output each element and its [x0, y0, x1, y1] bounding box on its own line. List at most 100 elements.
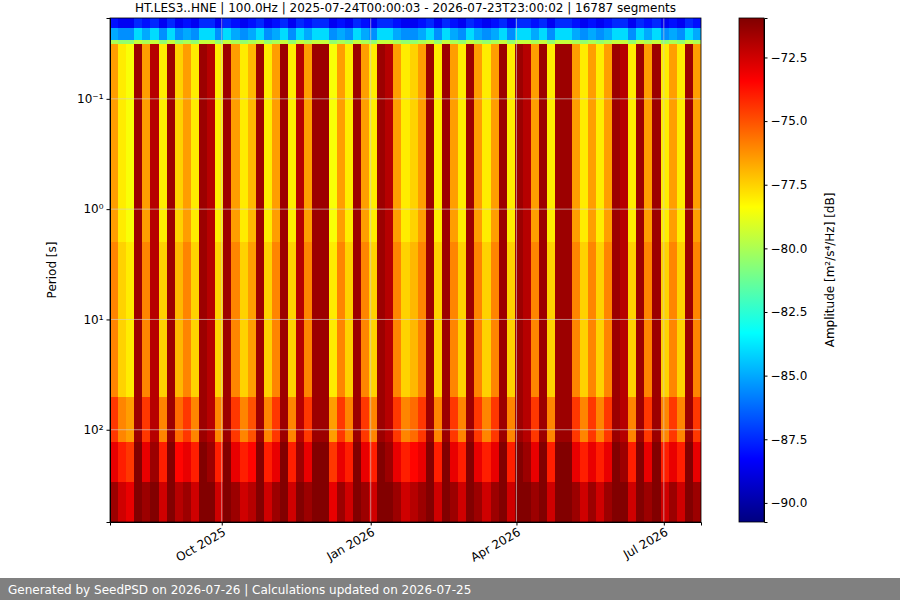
cell [272, 397, 281, 443]
cell [563, 40, 572, 45]
cell [256, 44, 265, 243]
cell [312, 442, 321, 483]
cell [588, 482, 597, 522]
cell [474, 18, 483, 29]
cell [256, 397, 265, 443]
cell [636, 442, 645, 483]
cell [272, 442, 281, 483]
cell [312, 482, 321, 522]
cell [361, 482, 370, 522]
cell [458, 40, 467, 45]
cell [507, 18, 516, 29]
cell [531, 44, 540, 243]
cell [223, 40, 232, 45]
grid-line-y [110, 429, 701, 430]
cell [539, 397, 548, 443]
cell [385, 28, 394, 40]
cell [207, 397, 216, 443]
cell [167, 18, 176, 29]
cell [199, 482, 208, 522]
cell [644, 28, 653, 40]
cell [134, 44, 143, 243]
cell [329, 397, 338, 443]
cell [547, 442, 556, 483]
cell [199, 28, 208, 40]
cell [531, 28, 540, 40]
y-axis-tick-mark [107, 209, 111, 210]
cell [150, 44, 159, 243]
cell [539, 40, 548, 45]
cell [499, 397, 508, 443]
cell [458, 18, 467, 29]
cell [361, 28, 370, 40]
cell [312, 40, 321, 45]
cell [523, 40, 532, 45]
cell [296, 442, 305, 483]
cell [288, 482, 297, 522]
cell [661, 28, 670, 40]
colorbar-axis-tick-mark [764, 185, 768, 186]
cell [450, 40, 459, 45]
cell [596, 44, 605, 243]
cell [134, 28, 143, 40]
cell [280, 28, 289, 40]
x-axis-tick-mark [516, 522, 517, 526]
colorbar-axis-tick: −72.5 [764, 51, 807, 65]
cell [199, 18, 208, 29]
cell [523, 482, 532, 522]
cell [458, 44, 467, 243]
cell [644, 18, 653, 29]
cell [482, 40, 491, 45]
cell [175, 28, 184, 40]
cell [458, 482, 467, 522]
cell [474, 40, 483, 45]
cell [345, 40, 354, 45]
cell [191, 397, 200, 443]
cell [596, 18, 605, 29]
cells [110, 18, 701, 522]
cell [199, 442, 208, 483]
cell [191, 442, 200, 483]
cell [612, 40, 621, 45]
cell [555, 482, 564, 522]
cell [264, 482, 273, 522]
cell [442, 18, 451, 29]
cell [628, 18, 637, 29]
cell [482, 44, 491, 243]
cell [547, 28, 556, 40]
cell [555, 18, 564, 29]
cell [345, 18, 354, 29]
cell [191, 482, 200, 522]
cell [620, 397, 629, 443]
cell [596, 482, 605, 522]
cell [693, 397, 701, 443]
cell [410, 44, 419, 243]
cell [604, 28, 613, 40]
footer: Generated by SeedPSD on 2026-07-26 | Cal… [8, 583, 471, 597]
cell [628, 442, 637, 483]
cell [491, 482, 500, 522]
cell [499, 28, 508, 40]
cell [175, 442, 184, 483]
cell [272, 44, 281, 243]
cell [288, 442, 297, 483]
cell [426, 40, 435, 45]
cell [337, 28, 346, 40]
x-axis-tick-label: Oct 2025 [173, 525, 228, 565]
cell [175, 482, 184, 522]
cell [150, 28, 159, 40]
grid-line-x [663, 18, 664, 522]
cell [669, 397, 678, 443]
cell [280, 18, 289, 29]
cell [491, 442, 500, 483]
cell [207, 40, 216, 45]
cell [288, 28, 297, 40]
cell [604, 397, 613, 443]
cell [321, 442, 330, 483]
cell [677, 18, 686, 29]
grid-line-x [370, 18, 371, 522]
cell [426, 44, 435, 243]
cell [337, 482, 346, 522]
cell [345, 28, 354, 40]
y-axis-tick-label: 10¹ [83, 313, 103, 327]
